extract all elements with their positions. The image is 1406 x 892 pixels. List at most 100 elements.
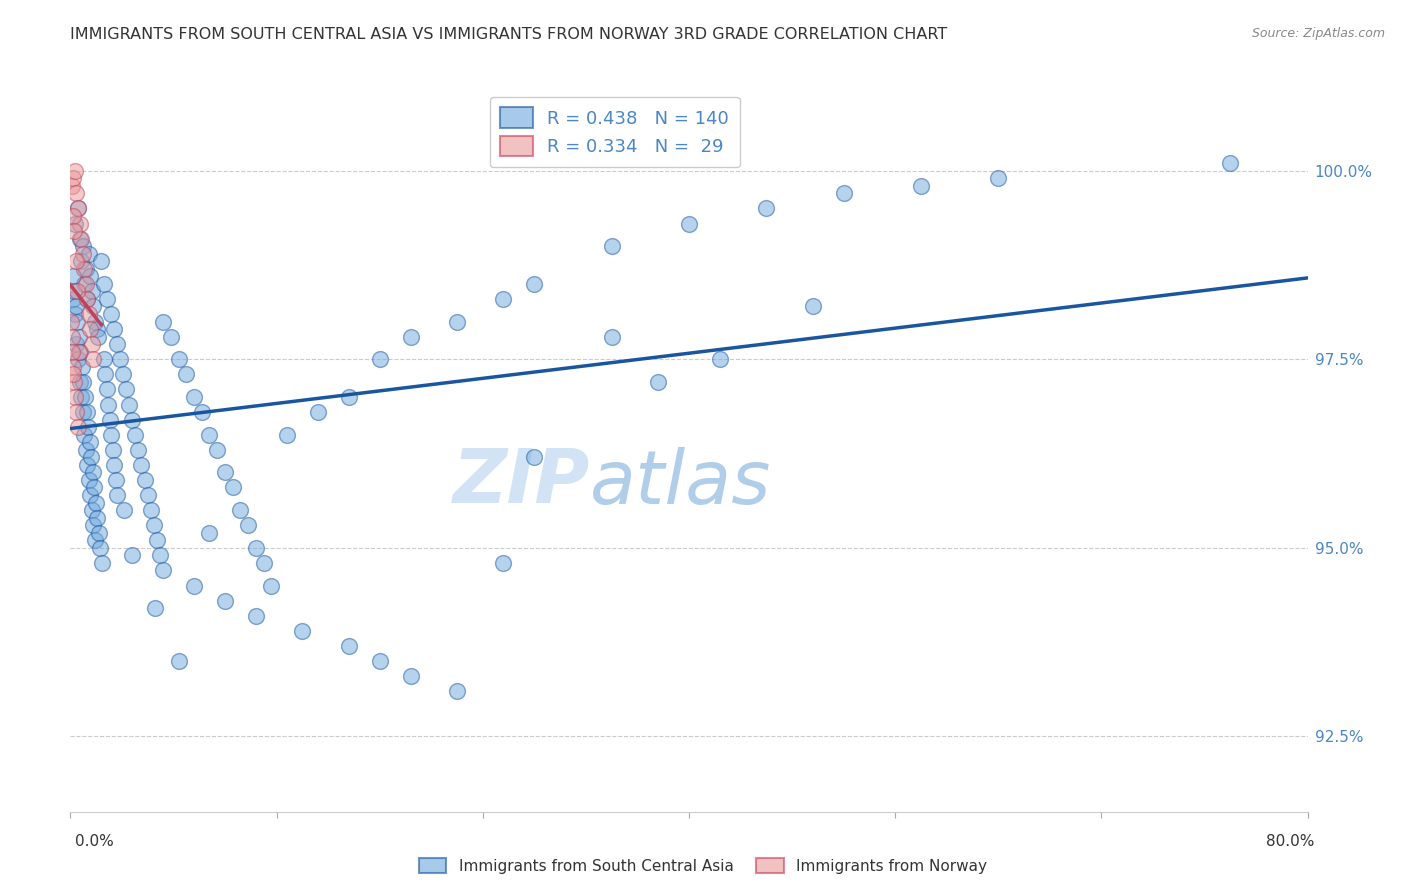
Point (229, 503, 252, 517)
Point (103, 458, 125, 472)
Point (207, 442, 229, 457)
Point (84, 495, 107, 509)
Point (75, 442, 97, 457)
Point (70, 232, 93, 246)
Point (108, 352, 131, 367)
Point (87, 329, 110, 343)
Point (307, 405, 329, 419)
Point (152, 315, 174, 329)
Point (492, 556, 515, 570)
Point (801, 300, 824, 314)
Point (145, 601, 167, 615)
Point (77, 307, 100, 321)
Text: 0.0%: 0.0% (75, 834, 114, 849)
Point (1219, 156, 1241, 170)
Point (67, 344, 90, 359)
Point (100, 307, 122, 321)
Point (446, 684, 468, 698)
Point (60, 178, 83, 193)
Point (75, 277, 97, 291)
Point (600, 239, 623, 253)
Point (167, 352, 190, 367)
Point (63, 217, 86, 231)
Point (337, 639, 360, 653)
Point (600, 329, 623, 343)
Point (84, 315, 107, 329)
Point (63, 224, 86, 238)
Text: 80.0%: 80.0% (1267, 834, 1315, 849)
Point (167, 654, 190, 668)
Point (111, 368, 134, 382)
Point (105, 337, 128, 351)
Point (65, 254, 87, 268)
Point (70, 254, 93, 268)
Point (80, 450, 103, 465)
Point (337, 390, 360, 404)
Point (69, 344, 91, 359)
Point (75, 261, 97, 276)
Point (107, 488, 129, 502)
Point (142, 518, 165, 533)
Point (93, 277, 115, 291)
Point (67, 202, 90, 216)
Point (79, 435, 101, 450)
Point (86, 322, 108, 336)
Point (65, 300, 87, 314)
Point (66, 285, 89, 299)
Text: ZIP: ZIP (453, 446, 591, 519)
Point (101, 442, 124, 457)
Point (80, 503, 103, 517)
Point (66, 420, 89, 434)
Point (191, 405, 214, 419)
Point (368, 352, 391, 367)
Legend: Immigrants from South Central Asia, Immigrants from Norway: Immigrants from South Central Asia, Immi… (413, 852, 993, 880)
Point (70, 390, 93, 404)
Point (82, 352, 105, 367)
Point (72, 405, 94, 419)
Legend: R = 0.438   N = 140, R = 0.334   N =  29: R = 0.438 N = 140, R = 0.334 N = 29 (489, 96, 740, 167)
Point (176, 368, 198, 382)
Point (146, 533, 169, 548)
Point (160, 329, 183, 343)
Point (647, 375, 669, 389)
Point (136, 488, 159, 502)
Point (87, 525, 110, 540)
Point (84, 533, 107, 548)
Point (76, 458, 98, 472)
Point (245, 608, 267, 623)
Point (238, 518, 260, 533)
Point (368, 654, 391, 668)
Point (72, 375, 94, 389)
Point (63, 285, 86, 299)
Point (69, 375, 91, 389)
Point (291, 624, 314, 638)
Point (121, 412, 143, 426)
Text: Source: ZipAtlas.com: Source: ZipAtlas.com (1251, 27, 1385, 40)
Point (82, 300, 105, 314)
Point (755, 202, 778, 216)
Point (115, 383, 138, 397)
Point (69, 232, 91, 246)
Point (492, 292, 515, 306)
Point (62, 209, 84, 223)
Point (73, 277, 96, 291)
Point (63, 163, 86, 178)
Point (79, 322, 101, 336)
Text: atlas: atlas (591, 447, 772, 518)
Point (62, 375, 84, 389)
Point (214, 593, 236, 607)
Point (72, 246, 94, 260)
Point (62, 171, 84, 186)
Point (399, 329, 422, 343)
Point (96, 292, 118, 306)
Point (80, 285, 103, 299)
Point (134, 473, 156, 487)
Point (832, 186, 855, 201)
Point (93, 352, 115, 367)
Point (82, 466, 104, 480)
Point (63, 390, 86, 404)
Point (104, 473, 127, 487)
Point (987, 171, 1010, 186)
Point (65, 337, 87, 351)
Point (523, 450, 546, 465)
